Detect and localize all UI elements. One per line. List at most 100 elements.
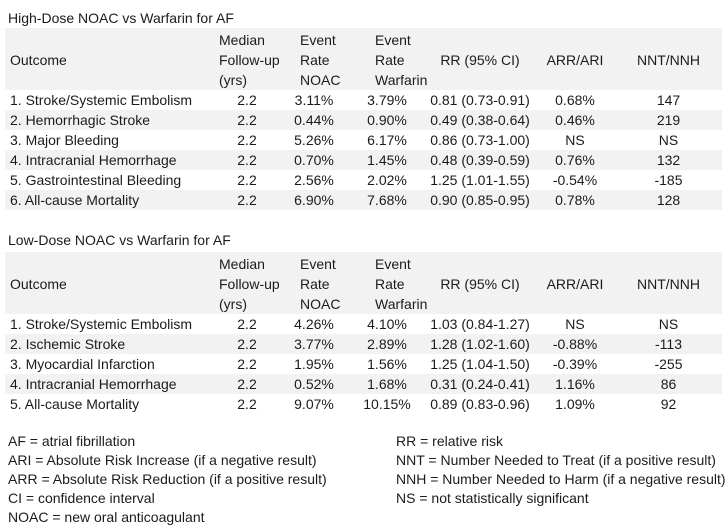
column-header: Median Follow-up (yrs): [215, 252, 280, 314]
outcome-cell: 1. Stroke/Systemic Embolism: [10, 92, 193, 108]
column-header-line: Event: [300, 255, 336, 272]
value-cell: 0.44%: [294, 112, 334, 128]
value-cell: 3.79%: [367, 92, 407, 108]
value-cell: 10.15%: [363, 396, 411, 412]
value-cell: 219: [656, 112, 681, 128]
value-cell: 2.02%: [367, 172, 407, 188]
value-cell: 2.2: [237, 396, 257, 412]
value-cell: 1.16%: [555, 376, 595, 392]
table-row: 5. All-cause Mortality 2.2 9.07% 10.15% 0.89…: [5, 394, 722, 414]
footnote-ari: ARI = Absolute Risk Increase (if a negat…: [8, 452, 317, 468]
value-cell: 0.89 (0.83-0.96): [430, 396, 530, 412]
value-cell: 128: [656, 192, 681, 208]
value-cell: NS: [565, 132, 585, 148]
value-cell: 147: [656, 92, 681, 108]
value-cell: 2.2: [237, 92, 257, 108]
column-header-line: Event: [375, 31, 411, 48]
table-row: 1. Stroke/Systemic Embolism 2.2 4.26% 4.10%…: [5, 314, 722, 334]
value-cell: 2.2: [237, 132, 257, 148]
value-cell: -255: [654, 356, 683, 372]
value-cell: 0.31 (0.24-0.41): [430, 376, 530, 392]
high-dose-table-title: High-Dose NOAC vs Warfarin for AF: [8, 10, 234, 26]
column-header-line: Follow-up: [219, 51, 280, 68]
abbreviation-legend: AF = atrial fibrillation ARI = Absolute …: [8, 432, 727, 527]
value-cell: 2.2: [237, 376, 257, 392]
value-cell: 0.70%: [294, 152, 334, 168]
value-cell: NS: [565, 316, 585, 332]
value-cell: -0.54%: [552, 172, 598, 188]
column-header-line: Rate: [375, 275, 405, 292]
table-row: 3. Major Bleeding 2.2 5.26% 6.17% 0.86 (0.73…: [5, 130, 722, 150]
column-header: Event Rate Warfarin: [349, 28, 427, 90]
value-cell: 0.46%: [555, 112, 595, 128]
table-row: 4. Intracranial Hemorrhage 2.2 0.70% 1.45% 0…: [5, 150, 722, 170]
outcome-cell: 2. Hemorrhagic Stroke: [10, 112, 151, 128]
value-cell: 92: [660, 396, 677, 412]
footnote-rr: RR = relative risk: [396, 433, 503, 449]
value-cell: 0.81 (0.73-0.91): [430, 92, 530, 108]
table-row: 4. Intracranial Hemorrhage 2.2 0.52% 1.68% 0…: [5, 374, 722, 394]
column-header-line: (yrs): [219, 71, 247, 88]
value-cell: 132: [656, 152, 681, 168]
column-header-line: ARR/ARI: [546, 51, 604, 68]
value-cell: 6.17%: [367, 132, 407, 148]
column-header: Outcome: [5, 28, 215, 90]
column-header-line: RR (95% CI): [440, 275, 520, 292]
value-cell: 0.52%: [294, 376, 334, 392]
column-header: ARR/ARI: [535, 28, 615, 90]
value-cell: -0.88%: [552, 336, 598, 352]
value-cell: 2.2: [237, 172, 257, 188]
footnote-ns: NS = not statistically significant: [396, 490, 589, 506]
column-header-line: Median: [219, 31, 265, 48]
column-header: RR (95% CI): [425, 252, 535, 314]
footnote-noac: NOAC = new oral anticoagulant: [8, 509, 205, 525]
value-cell: 0.78%: [555, 192, 595, 208]
value-cell: 86: [660, 376, 677, 392]
value-cell: 2.89%: [367, 336, 407, 352]
value-cell: 0.90 (0.85-0.95): [430, 192, 530, 208]
column-header-line: NNT/NNH: [637, 275, 700, 292]
outcome-cell: 4. Intracranial Hemorrhage: [10, 376, 177, 392]
value-cell: 1.25 (1.01-1.55): [430, 172, 530, 188]
value-cell: 1.45%: [367, 152, 407, 168]
outcome-cell: 5. Gastrointestinal Bleeding: [10, 172, 182, 188]
column-header: RR (95% CI): [425, 28, 535, 90]
table-row: 6. All-cause Mortality 2.2 6.90% 7.68% 0.90 …: [5, 190, 722, 210]
value-cell: 3.77%: [294, 336, 334, 352]
value-cell: 1.09%: [555, 396, 595, 412]
outcome-cell: 2. Ischemic Stroke: [10, 336, 126, 352]
value-cell: 1.68%: [367, 376, 407, 392]
value-cell: 0.76%: [555, 152, 595, 168]
value-cell: 1.28 (1.02-1.60): [430, 336, 530, 352]
column-header-line: ARR/ARI: [546, 275, 604, 292]
column-header-line: Follow-up: [219, 275, 280, 292]
column-header: ARR/ARI: [535, 252, 615, 314]
value-cell: 2.2: [237, 356, 257, 372]
column-header-line: Rate: [375, 51, 405, 68]
column-header-line: Outcome: [10, 275, 67, 292]
column-header: Median Follow-up (yrs): [215, 28, 280, 90]
value-cell: 2.2: [237, 152, 257, 168]
value-cell: 7.68%: [367, 192, 407, 208]
low-dose-table-title: Low-Dose NOAC vs Warfarin for AF: [8, 232, 231, 248]
value-cell: -185: [654, 172, 683, 188]
column-header: NNT/NNH: [615, 252, 722, 314]
value-cell: 1.25 (1.04-1.50): [430, 356, 530, 372]
value-cell: 2.56%: [294, 172, 334, 188]
value-cell: -113: [655, 336, 682, 352]
outcome-cell: 3. Myocardial Infarction: [10, 356, 155, 372]
value-cell: NS: [658, 132, 679, 148]
value-cell: 1.95%: [294, 356, 334, 372]
value-cell: 2.2: [237, 336, 257, 352]
outcome-cell: 5. All-cause Mortality: [10, 396, 140, 412]
table-header-row: Outcome Median Follow-up (yrs) Event Rate NOAC…: [5, 28, 722, 90]
value-cell: 0.49 (0.38-0.64): [430, 112, 530, 128]
footnote-ci: CI = confidence interval: [8, 490, 155, 506]
value-cell: NS: [658, 316, 679, 332]
value-cell: 0.68%: [555, 92, 595, 108]
table-row: 5. Gastrointestinal Bleeding 2.2 2.56% 2.02…: [5, 170, 722, 190]
footnote-nnt: NNT = Number Needed to Treat (if a posit…: [396, 452, 716, 468]
column-header: Event Rate Warfarin: [349, 252, 427, 314]
footnote-arr: ARR = Absolute Risk Reduction (if a posi…: [8, 471, 327, 487]
value-cell: 4.10%: [367, 316, 407, 332]
